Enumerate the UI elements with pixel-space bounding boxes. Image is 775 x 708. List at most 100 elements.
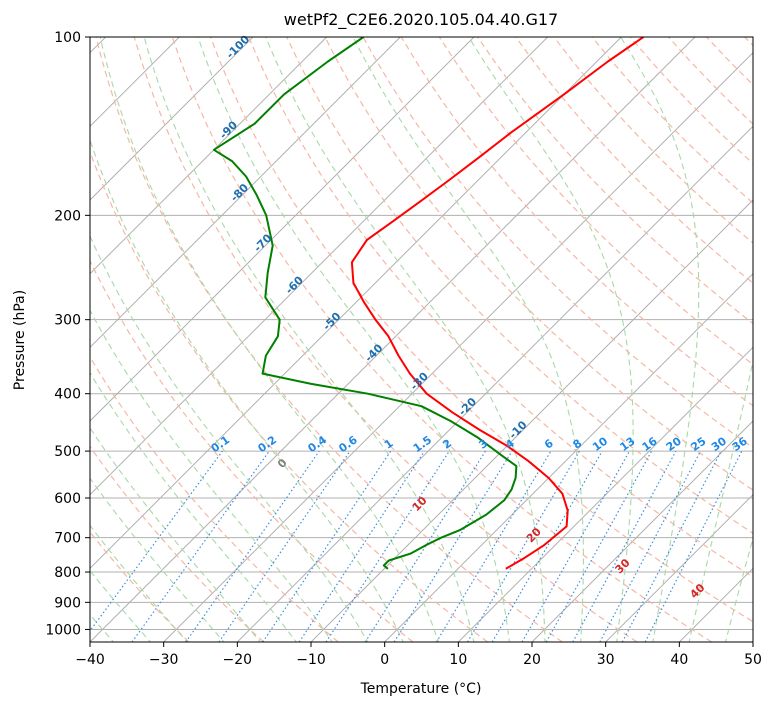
temperature-line — [350, 37, 644, 570]
chart-title: wetPf2_C2E6.2020.105.04.40.G17 — [284, 10, 558, 30]
isotherm-50 — [752, 641, 753, 642]
dry-adiabat — [90, 445, 264, 642]
moist-adiabat — [90, 524, 189, 642]
dry-adiabat — [95, 37, 563, 642]
y-tick-label: 700 — [54, 531, 81, 547]
mixing-ratio-line — [393, 450, 513, 642]
x-axis: −40 −30 −20 −10 0 10 20 30 40 50 — [75, 642, 762, 668]
moist-adiabat — [90, 426, 261, 642]
mixing-ratio-line — [644, 450, 743, 642]
dry-adiabat — [171, 37, 713, 642]
mixing-ratio-line — [545, 450, 653, 642]
y-tick-label: 200 — [54, 208, 81, 224]
moist-adiabat — [197, 37, 510, 642]
dry-adiabat — [248, 37, 753, 578]
isotherm--80 — [90, 37, 401, 349]
dry-adiabat — [324, 37, 753, 491]
dry-adiabat — [553, 37, 753, 244]
y-axis-title: Pressure (hPa) — [12, 290, 28, 390]
y-tick-label: 800 — [54, 565, 81, 581]
x-tick-label: −10 — [296, 652, 326, 668]
x-tick-label: 40 — [670, 652, 688, 668]
y-tick-label: 100 — [54, 30, 81, 46]
isotherm--100 — [90, 37, 254, 201]
dry-adiabat-label: -40 — [362, 341, 385, 364]
dry-adiabat — [591, 37, 753, 204]
mixing-ratio-line — [325, 450, 450, 642]
x-tick-label: 0 — [380, 652, 389, 668]
x-axis-title: Temperature (°C) — [360, 681, 482, 697]
dry-adiabat — [133, 37, 638, 642]
dry-adiabat — [90, 531, 190, 642]
y-tick-label: 400 — [54, 387, 81, 403]
x-tick-label: 50 — [744, 652, 762, 668]
moist-adiabat — [90, 371, 297, 642]
isotherm--20 — [236, 125, 753, 642]
dry-adiabat — [90, 259, 414, 642]
mixing-ratio-label: 0.1 — [209, 433, 232, 455]
y-tick-label: 600 — [54, 491, 81, 507]
mixing-ratio-label: 0.6 — [336, 433, 360, 455]
moist-adiabat — [90, 309, 333, 642]
mixing-ratio-line — [435, 450, 552, 642]
moist-adiabat — [725, 536, 753, 642]
dry-adiabat — [667, 37, 753, 125]
isotherm--30 — [163, 51, 753, 642]
moist-adiabat-label: 10 — [410, 494, 430, 514]
dewpoint-line — [212, 37, 518, 570]
moist-adiabat — [90, 569, 152, 642]
dry-adiabat-label: -50 — [320, 310, 343, 333]
isotherm-10 — [457, 346, 753, 642]
mixing-ratio-line — [572, 450, 677, 642]
x-tick-label: 30 — [597, 652, 615, 668]
plot-frame — [89, 36, 754, 643]
dry-adiabat-label: -80 — [228, 181, 251, 204]
isotherm--90 — [90, 37, 328, 275]
moist-adiabat — [620, 37, 700, 642]
mixing-ratio-line — [218, 450, 351, 642]
mixing-ratio-line — [466, 450, 580, 642]
y-tick-label: 300 — [54, 313, 81, 329]
moist-adiabat — [90, 234, 369, 642]
mixing-ratio-line — [298, 450, 425, 642]
isotherm--70 — [90, 37, 475, 422]
dry-adiabat — [515, 37, 753, 284]
moist-adiabat — [99, 37, 440, 642]
y-tick-label: 900 — [54, 595, 81, 611]
y-axis: 100 200 300 400 500 600 700 800 900 1000 — [45, 30, 90, 638]
dry-adiabat-label: -90 — [217, 118, 240, 141]
moist-adiabat-label: 40 — [687, 581, 707, 601]
mixing-ratio-label: 0.4 — [306, 433, 330, 455]
isotherm--40 — [90, 37, 696, 642]
plot-area — [90, 37, 753, 642]
isotherm--60 — [90, 37, 549, 496]
mixing-ratio-line — [185, 450, 320, 642]
mixing-ratio-line — [262, 450, 392, 642]
moist-adiabat — [468, 37, 634, 642]
dry-adiabat — [744, 37, 753, 47]
x-tick-label: −40 — [75, 652, 105, 668]
isotherm-30 — [605, 493, 753, 642]
y-tick-label: 500 — [54, 444, 81, 460]
moist-adiabat-label: 30 — [613, 556, 633, 576]
mixing-ratio-line — [521, 450, 631, 642]
x-tick-label: 20 — [523, 652, 541, 668]
mixing-ratio-line — [90, 450, 223, 632]
mixing-ratio-line — [491, 450, 603, 642]
y-tick-label: 1000 — [45, 622, 81, 638]
dry-adiabat-label: -30 — [408, 370, 431, 393]
dry-adiabat — [438, 37, 753, 366]
dry-adiabat-label: -60 — [283, 273, 306, 296]
mixing-ratio-label: 6 — [542, 437, 556, 452]
moist-adiabat — [90, 138, 404, 642]
mixing-ratio-line — [599, 450, 702, 642]
mixing-ratio-label: 2 — [440, 437, 454, 452]
moist-adiabat — [265, 37, 546, 642]
isotherm-40 — [678, 567, 753, 642]
moist-adiabat — [352, 37, 584, 642]
isotherm--50 — [90, 37, 622, 570]
isotherm-0 — [384, 272, 753, 642]
x-tick-label: −20 — [223, 652, 253, 668]
x-tick-label: 10 — [449, 652, 467, 668]
mixing-ratio-label: 1.5 — [411, 433, 434, 455]
